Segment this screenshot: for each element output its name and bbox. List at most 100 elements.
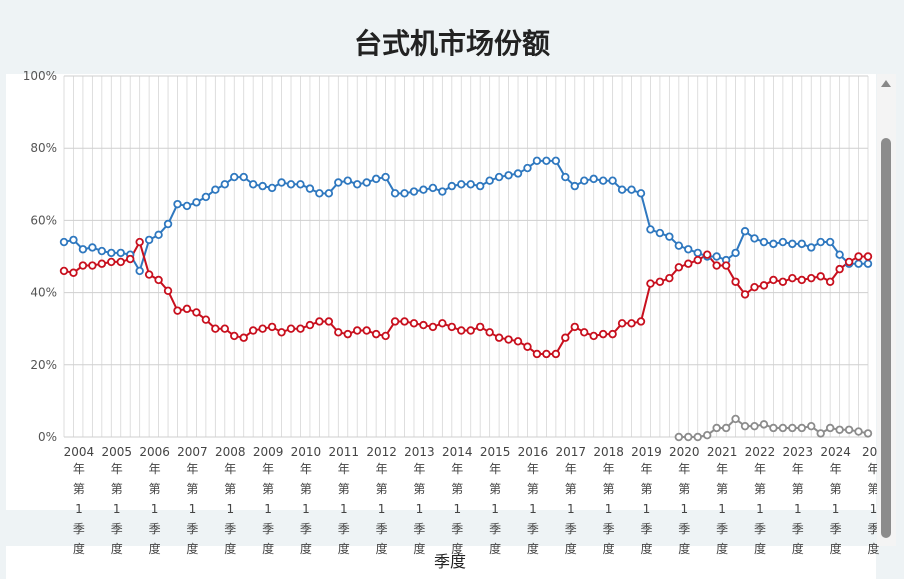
x-tick-label: 2006 — [139, 445, 170, 459]
x-tick-label-char: 第 — [792, 482, 804, 496]
data-point — [740, 227, 750, 236]
data-point — [286, 180, 296, 189]
data-point — [144, 270, 154, 279]
x-tick-label-char: 年 — [300, 462, 312, 476]
x-tick-label-char: 季 — [489, 522, 501, 536]
data-point — [466, 180, 475, 189]
x-tick-label-char: 季 — [565, 522, 577, 536]
x-tick-label-char: 1 — [643, 502, 651, 516]
x-tick-label-char: 第 — [111, 482, 123, 496]
data-point — [542, 349, 551, 359]
x-tick-label-char: 度 — [640, 541, 652, 556]
data-point — [646, 279, 655, 288]
x-tick-label: 2014 — [442, 445, 473, 459]
data-point — [797, 239, 806, 249]
data-point — [88, 243, 97, 252]
x-tick-label-char: 年 — [489, 462, 501, 476]
x-tick-label-char: 第 — [73, 482, 85, 496]
data-point — [513, 169, 523, 178]
x-tick-label-char: 1 — [264, 502, 272, 516]
data-point — [296, 180, 305, 189]
data-point — [88, 261, 97, 270]
x-tick-label-char: 第 — [489, 482, 501, 496]
x-tick-label-char: 1 — [832, 502, 840, 516]
data-point — [712, 252, 721, 261]
scroll-up-arrow-icon[interactable] — [881, 80, 891, 87]
x-tick-label: 2010 — [291, 445, 322, 459]
x-tick-label-char: 季 — [754, 522, 766, 536]
data-point — [788, 423, 797, 433]
x-tick-label-char: 季 — [149, 522, 161, 536]
y-tick-label: 0% — [38, 430, 57, 444]
x-tick-label-char: 季 — [111, 522, 123, 536]
x-tick-label: 2015 — [480, 445, 511, 459]
data-point — [211, 324, 220, 333]
data-point — [277, 178, 286, 187]
data-point — [835, 425, 844, 434]
data-point — [863, 259, 873, 268]
data-point — [419, 320, 428, 330]
data-point — [135, 237, 144, 247]
data-point — [201, 192, 211, 202]
x-tick-label-char: 第 — [565, 482, 577, 496]
data-point — [438, 319, 447, 328]
x-tick-label-char: 年 — [603, 462, 615, 476]
x-tick-label-char: 年 — [111, 462, 123, 476]
scrollbar-thumb[interactable] — [881, 138, 891, 538]
x-tick-label-char: 1 — [491, 502, 499, 516]
data-point — [646, 225, 655, 234]
x-tick-label-char: 第 — [867, 482, 879, 496]
x-tick-label-char: 年 — [867, 462, 879, 476]
x-tick-label-char: 度 — [716, 541, 728, 556]
x-tick-label: 2017 — [556, 445, 587, 459]
data-point — [409, 187, 419, 196]
x-tick-label-char: 年 — [451, 462, 463, 476]
data-point — [315, 189, 324, 198]
data-point — [163, 286, 173, 295]
data-point — [684, 245, 693, 254]
data-point — [854, 252, 863, 261]
data-point — [825, 423, 835, 433]
data-point — [144, 235, 154, 245]
x-tick-label: 2004 — [64, 445, 95, 459]
x-tick-label-char: 季 — [262, 522, 274, 536]
data-point — [353, 326, 362, 335]
x-tick-label-char: 年 — [149, 462, 161, 476]
x-tick-label-char: 1 — [529, 502, 537, 516]
data-point — [570, 322, 579, 332]
data-point — [731, 414, 740, 424]
data-point — [400, 189, 409, 198]
x-tick-label-char: 1 — [680, 502, 688, 516]
x-tick-label-char: 年 — [186, 462, 198, 476]
x-tick-label: 2024 — [820, 445, 851, 459]
vertical-scrollbar[interactable] — [877, 74, 896, 546]
horizontal-gridlines — [64, 75, 868, 438]
data-point — [740, 290, 750, 299]
x-tick-label-char: 年 — [830, 462, 842, 476]
x-tick-label-char: 度 — [678, 541, 690, 556]
x-tick-label-char: 第 — [224, 482, 236, 496]
data-point — [759, 237, 769, 247]
data-point — [589, 174, 598, 184]
data-point — [721, 423, 731, 433]
data-point — [475, 181, 485, 191]
x-tick-label: 2021 — [707, 445, 738, 459]
chart-title: 台式机市场份额 — [353, 27, 550, 60]
data-point — [324, 189, 334, 198]
x-tick-label-char: 第 — [451, 482, 463, 496]
x-tick-label-char: 1 — [113, 502, 121, 516]
data-point — [258, 324, 267, 333]
series-points — [59, 156, 873, 442]
data-point — [778, 237, 788, 247]
data-point — [655, 228, 665, 238]
data-point — [807, 421, 816, 431]
x-tick-label-char: 1 — [340, 502, 348, 516]
data-point — [59, 237, 69, 247]
data-point — [693, 248, 702, 258]
x-tick-label-char: 第 — [376, 482, 388, 496]
data-point — [513, 337, 523, 346]
data-point — [78, 245, 88, 254]
data-point — [315, 317, 324, 326]
data-point — [816, 429, 825, 438]
